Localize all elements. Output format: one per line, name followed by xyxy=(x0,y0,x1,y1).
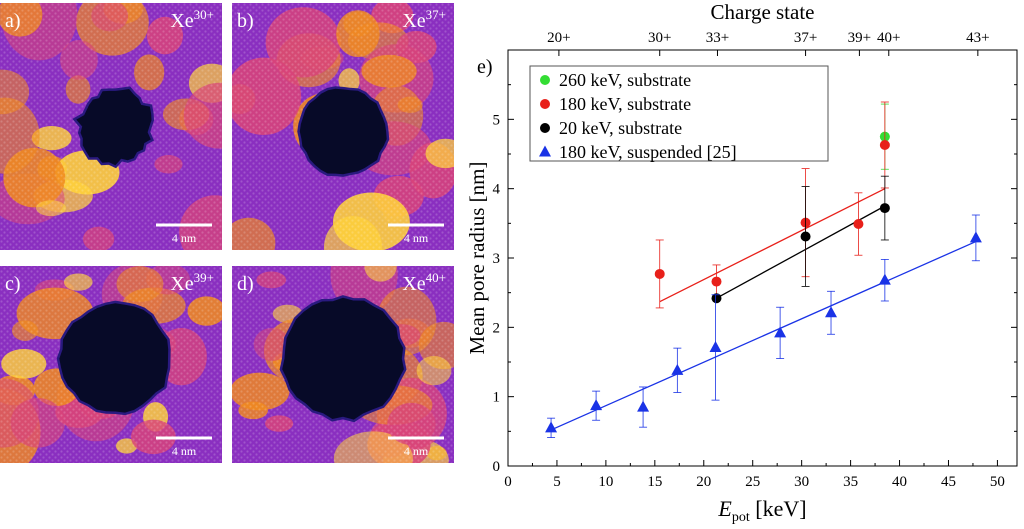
x-tick-label: 15 xyxy=(647,474,662,490)
micrograph-panel: c) Xe39+4 nm xyxy=(0,266,222,463)
legend-entry: 20 keV, substrate xyxy=(559,118,682,138)
top-tick-label: 33+ xyxy=(706,30,729,46)
data-point xyxy=(654,268,665,279)
top-tick-label: 39+ xyxy=(848,30,871,46)
legend-entry: 260 keV, substrate xyxy=(559,70,691,90)
x-tick-label: 30 xyxy=(794,474,809,490)
panel-label: e) xyxy=(477,56,493,78)
legend-entry: 180 keV, substrate xyxy=(559,94,691,114)
x-tick-label: 0 xyxy=(504,474,512,490)
x-tick-label: 25 xyxy=(745,474,760,490)
data-point xyxy=(711,293,722,304)
data-point xyxy=(879,139,890,150)
pore xyxy=(59,303,169,413)
scalebar-label: 4 nm xyxy=(172,231,197,245)
panel-label: b) xyxy=(237,10,254,32)
fit-line xyxy=(659,188,886,303)
micrograph-panel: a) Xe30+4 nm xyxy=(0,3,222,250)
data-point xyxy=(774,326,787,338)
top-axis-title: Charge state xyxy=(711,0,815,24)
legend: 260 keV, substrate 180 keV, substrate 20 k… xyxy=(529,65,829,162)
x-axis-title: Epot [keV] xyxy=(717,496,806,525)
y-tick-label: 2 xyxy=(493,320,501,336)
data-point xyxy=(878,273,891,285)
top-tick-label: 40+ xyxy=(877,30,900,46)
x-tick-label: 45 xyxy=(941,474,956,490)
x-tick-label: 50 xyxy=(990,474,1005,490)
data-point xyxy=(545,421,558,433)
data-point xyxy=(853,219,864,230)
micrograph-panel: d) Xe40+4 nm xyxy=(232,266,454,463)
data-point xyxy=(590,399,603,411)
fit-line xyxy=(550,240,979,431)
y-tick-label: 1 xyxy=(493,390,501,406)
panel-label: a) xyxy=(5,10,21,32)
x-tick-label: 40 xyxy=(892,474,907,490)
micrograph-panels: a) Xe30+4 nmb) Xe37+4 nmc) Xe39+4 nmd) Xe40+… xyxy=(0,3,454,463)
data-point xyxy=(709,340,722,352)
y-axis-title: Mean pore radius [nm] xyxy=(465,161,489,354)
legend-marker xyxy=(540,75,550,85)
pore xyxy=(299,88,387,175)
legend-marker xyxy=(539,145,551,157)
data-point xyxy=(969,231,982,243)
x-tick-label: 10 xyxy=(598,474,613,490)
top-tick-label: 30+ xyxy=(648,30,671,46)
x-tick-label: 5 xyxy=(553,474,561,490)
data-point xyxy=(879,203,890,214)
data-point xyxy=(671,363,684,375)
scalebar-label: 4 nm xyxy=(404,444,429,458)
scalebar-label: 4 nm xyxy=(172,444,197,458)
y-tick-label: 3 xyxy=(493,251,501,267)
y-tick-label: 0 xyxy=(493,459,501,475)
y-tick-label: 5 xyxy=(493,112,501,128)
data-point xyxy=(825,306,838,318)
data-point xyxy=(711,276,722,287)
y-tick-label: 4 xyxy=(493,182,501,198)
panel-label: d) xyxy=(237,273,254,295)
panel-label: c) xyxy=(5,273,21,295)
scalebar-label: 4 nm xyxy=(404,231,429,245)
pore xyxy=(76,89,152,166)
data-point xyxy=(637,400,650,412)
legend-entry: 180 keV, suspended [25] xyxy=(559,142,737,162)
top-tick-label: 43+ xyxy=(966,30,989,46)
x-tick-label: 20 xyxy=(696,474,711,490)
pore xyxy=(282,297,404,420)
x-tick-label: 35 xyxy=(843,474,858,490)
top-tick-label: 20+ xyxy=(547,30,570,46)
micrograph-panel: b) Xe37+4 nm xyxy=(232,3,454,250)
top-tick-label: 37+ xyxy=(794,30,817,46)
legend-marker xyxy=(540,123,550,133)
legend-box xyxy=(529,65,829,162)
legend-marker xyxy=(540,99,550,109)
data-point xyxy=(800,231,811,242)
